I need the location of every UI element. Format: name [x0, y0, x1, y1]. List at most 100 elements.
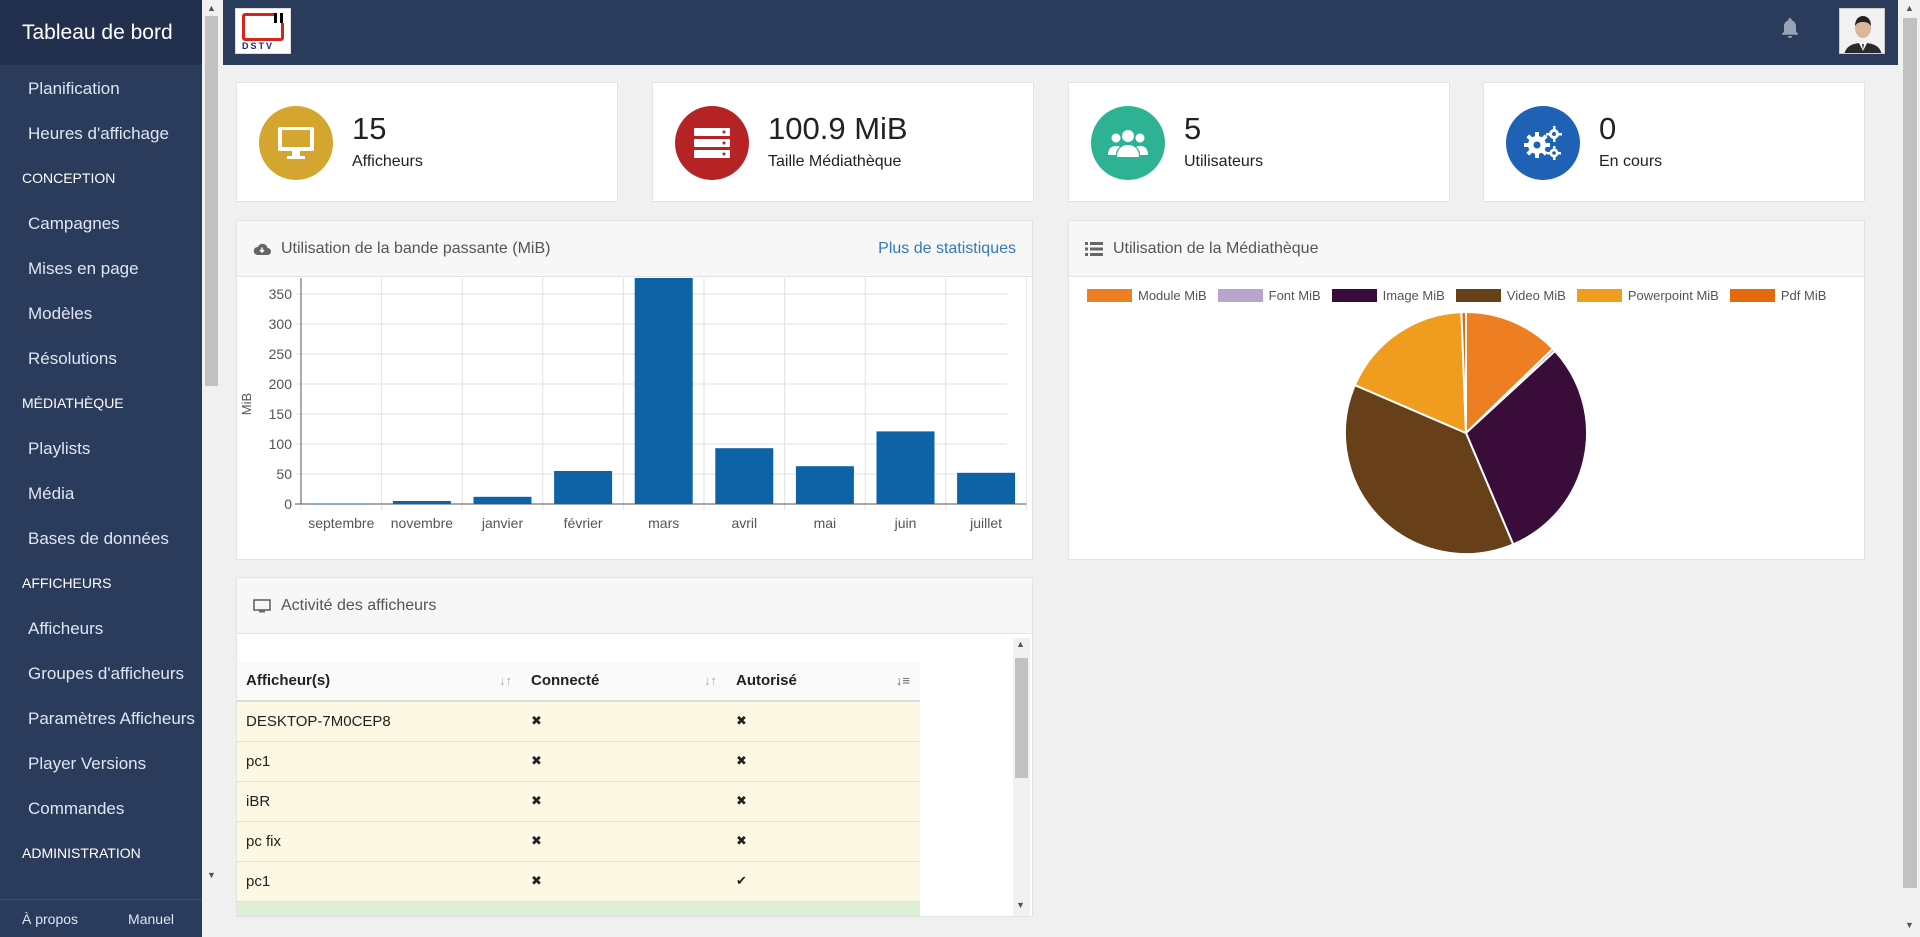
logo[interactable]: DSTV — [235, 8, 291, 54]
legend-item[interactable]: Pdf MiB — [1729, 288, 1827, 303]
x-tick-label: mai — [814, 515, 837, 531]
more-stats-link[interactable]: Plus de statistiques — [878, 239, 1016, 257]
sidebar-scroll-thumb[interactable] — [205, 16, 218, 386]
top-bar: DSTV — [223, 0, 1898, 65]
sidebar-section-heading: ADMINISTRATION — [22, 845, 141, 861]
sidebar-section-heading: AFFICHEURS — [22, 575, 112, 591]
sidebar-item[interactable]: Playlists — [28, 439, 91, 458]
page-scrollbar[interactable]: ▲ ▼ — [1900, 0, 1920, 937]
connected-status-cell: ✖ — [522, 741, 727, 782]
stat-box-users: 5 Utilisateurs — [1068, 82, 1450, 202]
stat-value: 15 — [352, 111, 387, 146]
authorized-status-cell: ✖ — [727, 821, 920, 862]
display-name-cell: pc1 — [237, 741, 522, 782]
stat-box-displays: 15 Afficheurs — [236, 82, 618, 202]
bar — [473, 496, 532, 504]
column-header-display[interactable]: Afficheur(s) ↓↑ — [237, 661, 522, 702]
table-header-row: Afficheur(s) ↓↑ Connecté ↓↑ Autorisé ↓≡ — [237, 661, 920, 702]
bar — [715, 448, 774, 504]
pie-slice[interactable] — [1465, 310, 1555, 436]
table-scrollbar[interactable]: ▲ ▼ — [1013, 638, 1030, 916]
sidebar-item[interactable]: Résolutions — [28, 349, 117, 368]
stat-box-library-size: 100.9 MiB Taille Médiathèque — [652, 82, 1034, 202]
pie-slice[interactable] — [1464, 349, 1588, 546]
sort-desc-icon[interactable]: ↓≡ — [895, 673, 910, 688]
legend-label: Video MiB — [1506, 288, 1566, 303]
pie-slice[interactable] — [1344, 383, 1515, 555]
legend-item[interactable]: Image MiB — [1331, 288, 1445, 303]
activity-panel: Activité des afficheurs Afficheur(s) ↓↑ C… — [236, 577, 1033, 917]
column-header-connected[interactable]: Connecté ↓↑ — [522, 661, 727, 702]
sidebar-item[interactable]: Heures d'affichage — [28, 124, 169, 143]
stat-value: 100.9 MiB — [768, 111, 908, 146]
about-link[interactable]: À propos — [22, 910, 79, 927]
sidebar-item[interactable]: Campagnes — [28, 214, 120, 233]
sidebar-item[interactable]: Commandes — [28, 799, 125, 818]
library-panel: Utilisation de la Médiathèque Module MiB… — [1068, 220, 1865, 560]
legend-item[interactable]: Module MiB — [1087, 288, 1207, 303]
sidebar-item[interactable]: Afficheurs — [28, 619, 104, 638]
scroll-down-arrow-icon[interactable]: ▼ — [1905, 920, 1914, 930]
pie-legend: Module MiB Font MiB Image MiB Video MiB Powe… — [1087, 288, 1837, 303]
y-tick-label: 150 — [269, 406, 293, 422]
scroll-down-arrow-icon[interactable]: ▼ — [1016, 900, 1025, 910]
table-row[interactable]: pc1 ✖ ✖ — [237, 741, 920, 782]
checker-flag-icon — [274, 13, 286, 23]
table-scroll-thumb[interactable] — [1015, 658, 1028, 778]
empty-cell — [237, 901, 522, 916]
connected-status-cell: ✖ — [522, 781, 727, 822]
display-name-cell: iBR — [237, 781, 522, 822]
manual-link[interactable]: Manuel — [128, 910, 174, 927]
sort-icon[interactable]: ↓↑ — [499, 673, 512, 688]
pie-slice[interactable] — [1460, 310, 1467, 434]
sort-icon[interactable]: ↓↑ — [704, 673, 717, 688]
legend-item[interactable]: Powerpoint MiB — [1576, 288, 1719, 303]
table-row[interactable]: pc1 ✖ ✔ — [237, 861, 920, 902]
legend-swatch — [1729, 289, 1775, 302]
stat-label: En cours — [1599, 153, 1663, 170]
scroll-down-arrow-icon[interactable]: ▼ — [207, 870, 216, 880]
sidebar-item[interactable]: Player Versions — [28, 754, 147, 773]
table-row[interactable]: pc fix ✖ ✖ — [237, 821, 920, 862]
bell-icon[interactable] — [1778, 16, 1802, 40]
y-tick-label: 100 — [269, 436, 293, 452]
sidebar-item[interactable]: Planification — [28, 79, 120, 98]
legend-swatch — [1217, 289, 1263, 302]
cloud-download-icon — [253, 243, 271, 255]
y-tick-label: 50 — [276, 466, 292, 482]
legend-label: Image MiB — [1382, 288, 1445, 303]
table-row[interactable]: DESKTOP-7M0CEP8 ✖ ✖ — [237, 701, 920, 742]
pie-slice[interactable] — [1353, 311, 1468, 435]
user-avatar[interactable] — [1839, 8, 1885, 54]
sidebar-item[interactable]: Mises en page — [28, 259, 139, 278]
panel-title: Activité des afficheurs — [281, 596, 437, 614]
sidebar-menu: Planification Heures d'affichage CONCEPTIO… — [0, 66, 202, 876]
sidebar-item[interactable]: Modèles — [28, 304, 93, 323]
table-row[interactable]: iBR ✖ ✖ — [237, 781, 920, 822]
y-tick-label: 300 — [269, 316, 293, 332]
legend-label: Pdf MiB — [1780, 288, 1827, 303]
legend-swatch — [1331, 289, 1377, 302]
sidebar-scrollbar[interactable]: ▲ ▼ — [202, 0, 221, 937]
x-tick-label: mars — [648, 515, 679, 531]
sidebar-title[interactable]: Tableau de bord — [0, 0, 202, 65]
legend-item[interactable]: Video MiB — [1455, 288, 1566, 303]
y-tick-label: 350 — [269, 286, 293, 302]
sidebar: Tableau de bord Planification Heures d'af… — [0, 0, 202, 937]
scroll-up-arrow-icon[interactable]: ▲ — [1016, 639, 1025, 649]
sidebar-item[interactable]: Paramètres Afficheurs — [28, 709, 195, 728]
page-scroll-thumb[interactable] — [1903, 18, 1917, 888]
legend-item[interactable]: Font MiB — [1217, 288, 1321, 303]
stat-value: 5 — [1184, 111, 1202, 146]
bar — [876, 431, 935, 504]
panel-header: Activité des afficheurs — [237, 578, 1032, 634]
scroll-up-arrow-icon[interactable]: ▲ — [207, 3, 216, 13]
y-tick-label: 200 — [269, 376, 293, 392]
scroll-up-arrow-icon[interactable]: ▲ — [1905, 3, 1914, 13]
sidebar-item[interactable]: Bases de données — [28, 529, 169, 548]
sidebar-item[interactable]: Média — [28, 484, 75, 503]
column-header-authorized[interactable]: Autorisé ↓≡ — [727, 661, 920, 702]
panel-title: Utilisation de la Médiathèque — [1113, 239, 1319, 257]
stat-circle — [1091, 106, 1165, 180]
sidebar-item[interactable]: Groupes d'afficheurs — [28, 664, 185, 683]
